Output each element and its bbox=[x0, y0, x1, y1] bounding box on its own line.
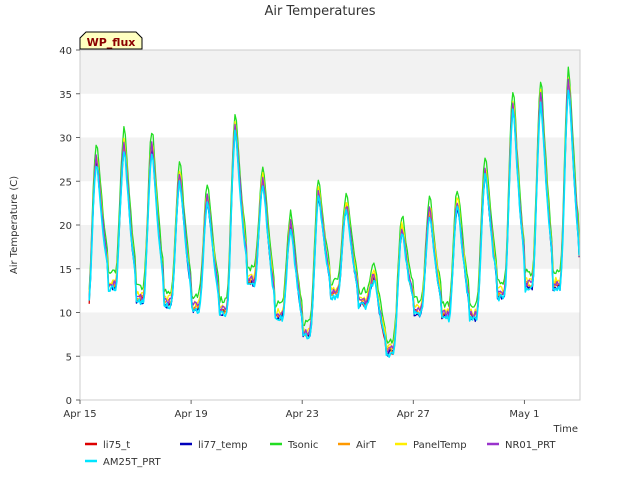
x-tick-label: Apr 23 bbox=[286, 409, 319, 420]
x-axis-label: Time bbox=[553, 424, 578, 435]
legend-label: li75_t bbox=[103, 440, 130, 451]
legend-item-nr01-prt: NR01_PRT bbox=[487, 440, 556, 451]
legend-item-li75-t: li75_t bbox=[85, 440, 130, 451]
legend-label: li77_temp bbox=[198, 440, 247, 451]
grid-band bbox=[80, 356, 580, 400]
legend: li75_t li77_temp Tsonic AirT PanelTemp NR01_P… bbox=[85, 440, 556, 468]
legend-item-tsonic: Tsonic bbox=[270, 440, 318, 451]
y-tick-label: 25 bbox=[59, 177, 72, 188]
y-tick-label: 20 bbox=[59, 221, 72, 232]
grid-bands bbox=[80, 50, 580, 400]
grid-band bbox=[80, 50, 580, 94]
site-label-box: WP_flux bbox=[79, 31, 143, 50]
series-lines bbox=[88, 66, 580, 358]
y-tick-label: 10 bbox=[59, 309, 72, 320]
series-line-am25t-prt bbox=[88, 89, 580, 358]
legend-label: AirT bbox=[356, 440, 377, 451]
grid-band bbox=[80, 181, 580, 225]
y-tick-label: 35 bbox=[59, 90, 72, 101]
grid-band bbox=[80, 225, 580, 269]
legend-item-li77-temp: li77_temp bbox=[180, 440, 247, 451]
y-axis-label: Air Temperature (C) bbox=[9, 176, 20, 274]
x-tick-label: Apr 15 bbox=[63, 409, 96, 420]
site-label: WP_flux bbox=[87, 36, 136, 49]
x-tick-label: Apr 27 bbox=[397, 409, 430, 420]
legend-label: AM25T_PRT bbox=[103, 457, 162, 468]
y-tick-label: 40 bbox=[59, 46, 72, 57]
series-line-tsonic bbox=[88, 66, 580, 344]
legend-label: Tsonic bbox=[287, 440, 318, 451]
grid-band bbox=[80, 137, 580, 182]
y-tick-label: 5 bbox=[66, 352, 72, 363]
grid-band bbox=[80, 312, 580, 357]
legend-label: PanelTemp bbox=[413, 440, 467, 451]
x-tick-label: Apr 19 bbox=[175, 409, 208, 420]
x-tick-label: May 1 bbox=[509, 409, 539, 420]
x-axis: Apr 15 Apr 19 Apr 23 Apr 27 May 1 bbox=[63, 400, 540, 420]
y-tick-label: 30 bbox=[59, 134, 72, 145]
legend-item-am25t-prt: AM25T_PRT bbox=[85, 457, 162, 468]
legend-item-paneltemp: PanelTemp bbox=[395, 440, 467, 451]
legend-label: NR01_PRT bbox=[505, 440, 556, 451]
grid-band bbox=[80, 93, 580, 138]
y-axis: 0 5 10 15 20 25 30 35 40 bbox=[59, 46, 80, 407]
y-tick-label: 15 bbox=[59, 265, 72, 276]
y-tick-label: 0 bbox=[66, 396, 72, 407]
legend-item-airt: AirT bbox=[338, 440, 377, 451]
chart-title: Air Temperatures bbox=[264, 4, 375, 19]
